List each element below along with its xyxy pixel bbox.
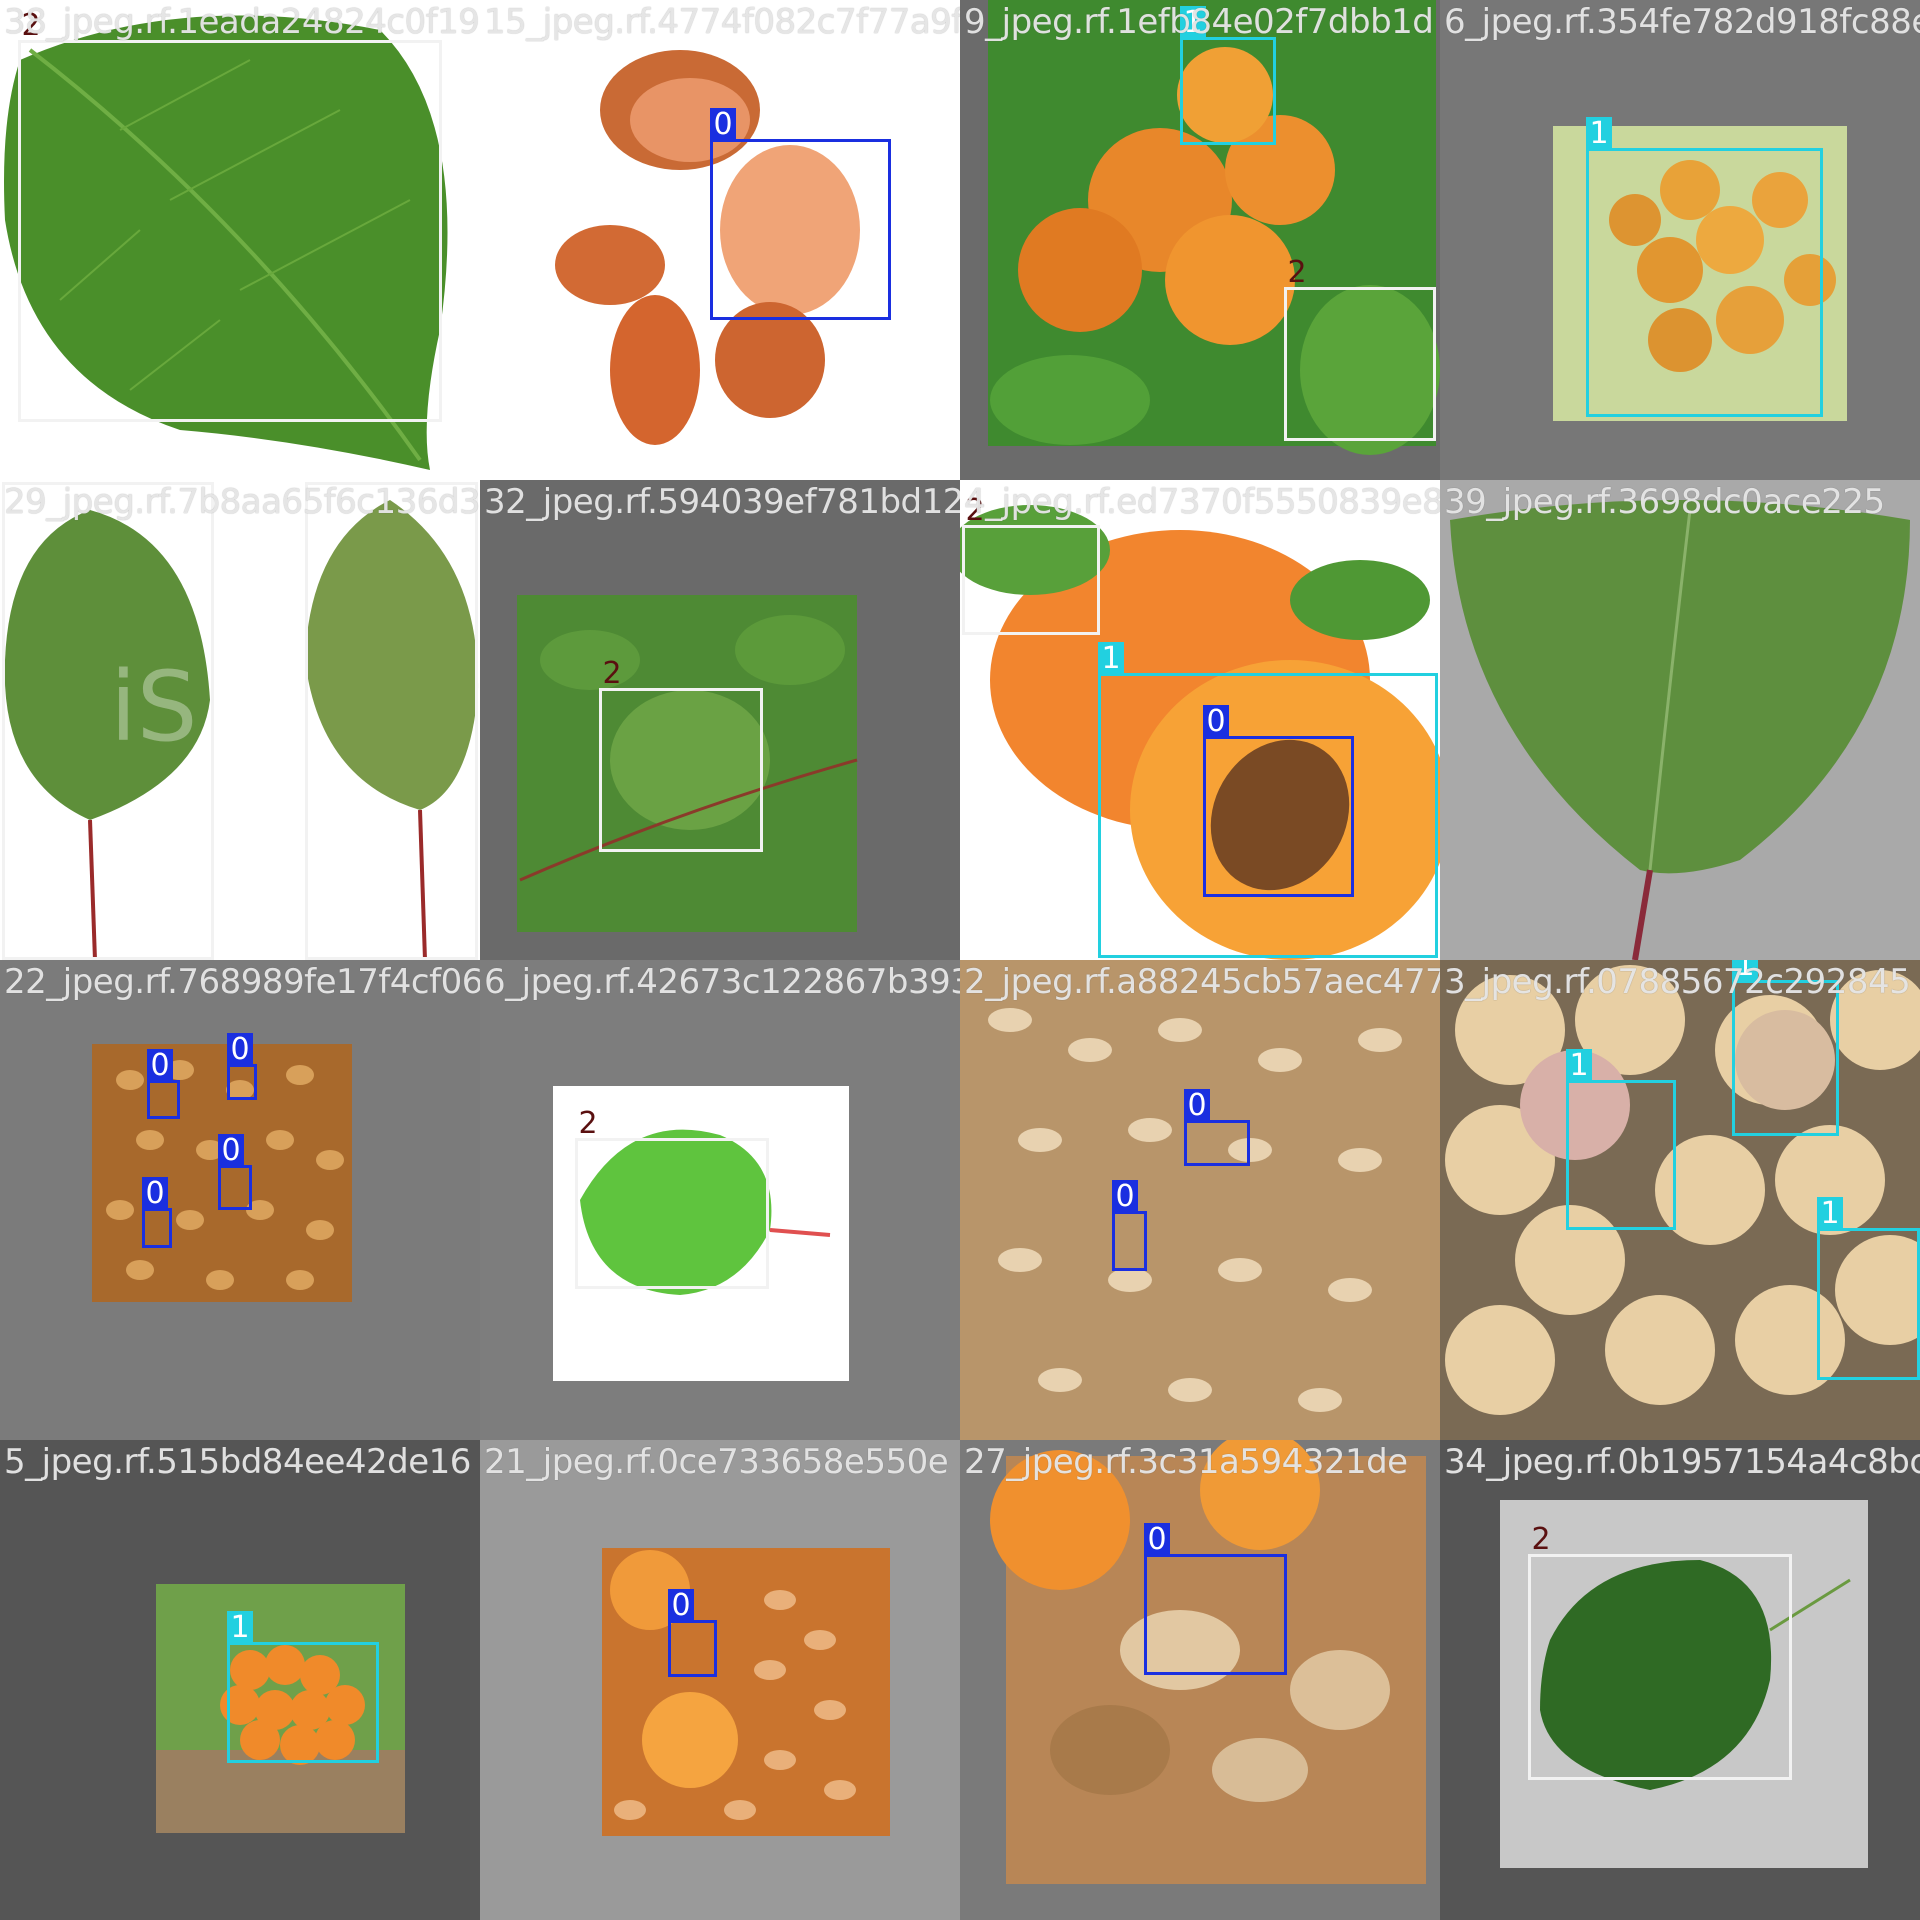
tile-leaf-light: 2 34_jpeg.rf.0b1957154a4c8bc	[1440, 1440, 1920, 1920]
class-label: 0	[227, 1033, 253, 1067]
tile-leaf-large: 2 38_jpeg.rf.1eada24824c0f198	[0, 0, 480, 480]
two-leaves-photo: iS	[0, 480, 480, 960]
bounding-box: 0	[1184, 1089, 1250, 1166]
class-label: 1	[1817, 1197, 1843, 1231]
class-label: 0	[1203, 705, 1229, 739]
image-filename: 34_jpeg.rf.0b1957154a4c8bc	[1444, 1442, 1920, 1482]
bounding-box: 0	[710, 108, 891, 320]
bounding-box: 1	[1586, 117, 1823, 417]
image-filename: 32_jpeg.rf.594039ef781bd126d	[484, 482, 960, 522]
orange-kernels-photo	[480, 1440, 960, 1920]
bounding-box: 0	[1203, 705, 1354, 897]
class-label: 2	[578, 1106, 598, 1141]
class-label: 2	[602, 656, 622, 691]
class-label: 2	[1531, 1522, 1551, 1557]
image-filename: 6_jpeg.rf.354fe782d918fc88e	[1444, 2, 1920, 42]
cluster-photo	[1440, 0, 1920, 480]
bowl-photo	[0, 1440, 480, 1920]
bounding-box: 0	[147, 1049, 180, 1119]
class-label: 0	[147, 1049, 173, 1083]
image-filename: 22_jpeg.rf.768989fe17f4cf06	[4, 962, 480, 1002]
bounding-box: 0	[227, 1033, 257, 1100]
branch-photo	[480, 480, 960, 960]
class-label: 0	[710, 108, 736, 142]
image-filename: 21_jpeg.rf.0ce733658e550e	[484, 1442, 949, 1482]
class-label: 0	[1144, 1523, 1170, 1557]
bounding-box: 1	[1732, 960, 1839, 1136]
leaf-photo	[0, 0, 480, 480]
bounding-box: 2	[1284, 256, 1436, 441]
class-label: 0	[1112, 1180, 1138, 1214]
bounding-box: 2	[18, 9, 442, 422]
bounding-box: 2	[962, 494, 1100, 635]
class-label: 2	[2, 480, 28, 485]
leaf-light-photo	[1440, 1440, 1920, 1920]
class-label: 1	[1586, 117, 1612, 151]
class-label: 1	[1098, 642, 1124, 676]
image-filename: 5_jpeg.rf.515bd84ee42de16	[4, 1442, 471, 1482]
bounding-box: 1	[1098, 642, 1438, 958]
bounding-box: 1	[1817, 1197, 1920, 1380]
tile-leaf-gray: 39_jpeg.rf.3698dc0ace225	[1440, 480, 1920, 960]
bounding-box: 2	[599, 657, 763, 852]
image-filename: 6_jpeg.rf.42673c122867b393	[484, 962, 960, 1002]
tree-photo	[960, 0, 1440, 480]
bounding-box: 0	[1112, 1180, 1147, 1271]
image-filename: 38_jpeg.rf.1eada24824c0f198	[4, 2, 480, 42]
bounding-box: 1	[1566, 1049, 1676, 1230]
tile-apricot-cluster: 1 6_jpeg.rf.354fe782d918fc88e	[1440, 0, 1920, 480]
tile-shells: 0 0 2_jpeg.rf.a88245cb57aec477	[960, 960, 1440, 1440]
bounding-box: 0	[142, 1177, 172, 1248]
bounding-box: 2	[305, 480, 478, 960]
class-label: 1	[227, 1611, 253, 1645]
class-label: 2	[1287, 255, 1307, 290]
image-filename: 2_jpeg.rf.a88245cb57aec477	[964, 962, 1440, 1002]
class-label: 2	[305, 480, 331, 485]
image-filename: 39_jpeg.rf.3698dc0ace225	[1444, 482, 1885, 522]
svg-text:iS: iS	[110, 651, 198, 763]
image-filename: 27_jpeg.rf.3c31a594321de	[964, 1442, 1408, 1482]
class-label: 0	[218, 1134, 244, 1168]
image-filename: 4_jpeg.rf.ed7370f5550839e8	[964, 482, 1440, 522]
class-label: 2	[21, 8, 41, 43]
image-filename: 15_jpeg.rf.4774f082c7f77a9f79	[484, 2, 960, 42]
class-label: 0	[1184, 1089, 1210, 1123]
tile-kernel-pile: 0 0 0 0 22_jpeg.rf.768989fe17f4cf06	[0, 960, 480, 1440]
halved-apricot-photo	[960, 480, 1440, 960]
bounding-box: 0	[218, 1134, 252, 1210]
tile-pale-apricots: 1 1 1 3_jpeg.rf.07885672c292845	[1440, 960, 1920, 1440]
bounding-box: 1	[227, 1611, 379, 1763]
tile-two-leaves: iS 2 2 29_jpeg.rf.7b8aa65f6c136d3	[0, 480, 480, 960]
class-label: 1	[1566, 1049, 1592, 1083]
class-label: 1	[1732, 960, 1758, 983]
bounding-box: 0	[668, 1589, 717, 1677]
bounding-box: 0	[1144, 1523, 1287, 1675]
bounding-box: 2	[1528, 1523, 1792, 1780]
tile-branch-leaf: 2 32_jpeg.rf.594039ef781bd126d	[480, 480, 960, 960]
image-filename: 9_jpeg.rf.1efb84e02f7dbb1d	[964, 2, 1434, 42]
image-filename: 29_jpeg.rf.7b8aa65f6c136d3	[4, 482, 480, 522]
tile-kernels: 0 15_jpeg.rf.4774f082c7f77a9f79	[480, 0, 960, 480]
bounding-box: 1	[1180, 6, 1276, 145]
class-label: 0	[668, 1589, 694, 1623]
class-label: 1	[1180, 6, 1206, 40]
tile-orange-kernels: 0 21_jpeg.rf.0ce733658e550e	[480, 1440, 960, 1920]
class-label: 0	[142, 1177, 168, 1211]
bounding-box: 2	[575, 1107, 769, 1289]
tile-halved-apricot: 2 1 0 4_jpeg.rf.ed7370f5550839e8	[960, 480, 1440, 960]
leaf-panel-photo	[480, 960, 960, 1440]
class-label: 2	[965, 493, 985, 528]
tile-tree-apricots: 1 2 9_jpeg.rf.1efb84e02f7dbb1d	[960, 0, 1440, 480]
bounding-box: 2	[2, 480, 214, 960]
shells-photo	[960, 960, 1440, 1440]
tile-opened-kernels: 0 27_jpeg.rf.3c31a594321de	[960, 1440, 1440, 1920]
tile-bowl-apricots: 1 5_jpeg.rf.515bd84ee42de16	[0, 1440, 480, 1920]
tile-leaf-panel: 2 6_jpeg.rf.42673c122867b393	[480, 960, 960, 1440]
opened-kernels-photo	[960, 1440, 1440, 1920]
leaf-gray-photo	[1440, 480, 1920, 960]
image-filename: 3_jpeg.rf.07885672c292845	[1444, 962, 1911, 1002]
